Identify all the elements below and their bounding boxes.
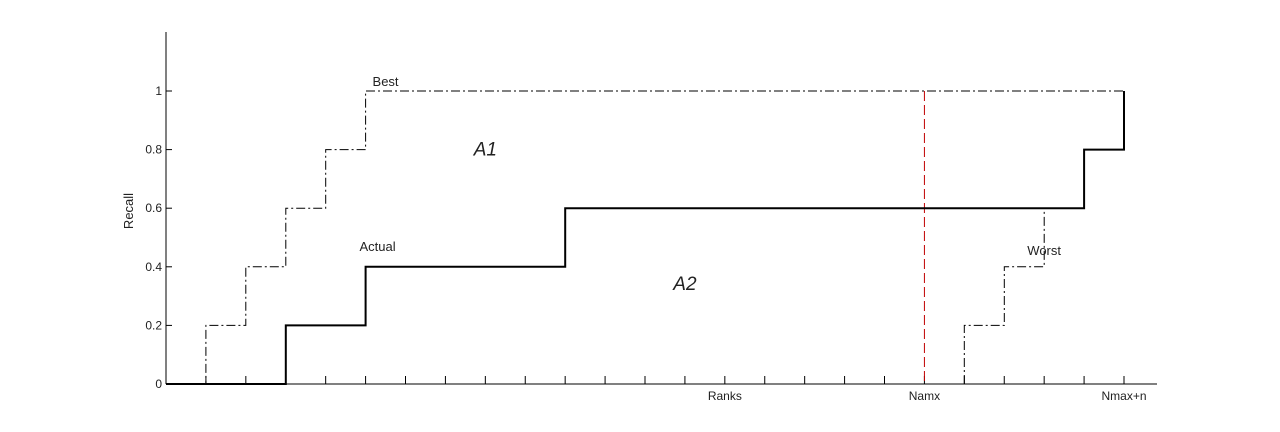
x-tick-label: Ranks <box>708 389 742 403</box>
y-tick-label: 0.6 <box>145 201 162 215</box>
y-tick-label: 0.8 <box>145 143 162 157</box>
y-tick-label: 0.2 <box>145 318 162 332</box>
y-tick-label: 0 <box>155 377 162 391</box>
region-label-a2: A2 <box>672 274 697 295</box>
worst-series-line <box>964 208 1044 384</box>
best-series-line <box>166 91 1124 384</box>
actual-annotation: Actual <box>359 239 395 254</box>
worst-annotation: Worst <box>1027 243 1061 258</box>
ticks: 0 0.2 0.4 0.6 0.8 1 Ranks Namx Nmax+n <box>145 84 1146 403</box>
region-label-a1: A1 <box>473 139 497 160</box>
best-annotation: Best <box>373 74 399 89</box>
labels: Recall Best Actual Worst A1 A2 <box>121 74 1061 295</box>
y-tick-label: 0.4 <box>145 260 162 274</box>
y-tick-label: 1 <box>155 84 162 98</box>
actual-series-line <box>166 91 1124 384</box>
x-tick-label: Namx <box>909 389 940 403</box>
x-tick-label: Nmax+n <box>1101 389 1146 403</box>
series-lines <box>166 91 1124 384</box>
y-axis-title: Recall <box>121 193 136 229</box>
